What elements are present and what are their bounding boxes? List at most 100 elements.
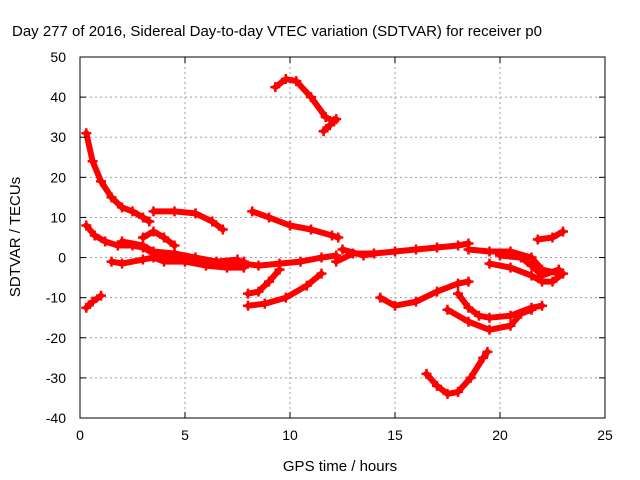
data-series-arc-13: [243, 264, 285, 299]
data-point-marker: [320, 112, 331, 123]
data-point-marker: [474, 310, 484, 321]
grid: [80, 57, 605, 418]
data-point-marker: [211, 256, 222, 267]
data-point-marker: [495, 250, 505, 261]
y-axis-label: SDTVAR / TECUs: [7, 177, 24, 297]
x-axis-label: GPS time / hours: [283, 458, 397, 475]
y-axis-ticks: 50 40 30 20 10 0 -10 -20 -30 -40: [46, 49, 605, 426]
plot-border: [79, 56, 606, 419]
data-point-marker: [465, 372, 476, 383]
data-point-marker: [421, 368, 432, 379]
data-point-marker: [259, 298, 270, 309]
data-point-marker: [390, 300, 400, 311]
data-point-marker: [526, 270, 537, 281]
x-tick-label: 0: [76, 427, 84, 443]
data-point-marker: [432, 286, 442, 297]
data-point-marker: [463, 276, 474, 287]
data-point-marker: [117, 202, 127, 213]
data-point-marker: [411, 296, 421, 307]
y-tick-label: 10: [50, 209, 66, 225]
x-tick-label: 20: [492, 427, 508, 443]
x-axis-ticks: 0 5 10 15 20 25: [76, 57, 613, 443]
data-point-marker: [253, 286, 264, 297]
data-point-marker: [316, 252, 327, 263]
data-point-marker: [333, 232, 344, 243]
plot-frame: [79, 56, 606, 419]
data-point-marker: [558, 226, 568, 237]
data-point-marker: [280, 74, 291, 85]
data-series-arc-24: [421, 346, 493, 399]
data-point-marker: [190, 252, 201, 263]
data-point-marker: [138, 232, 148, 243]
data-series-arc-23: [442, 304, 537, 335]
data-point-marker: [306, 92, 316, 103]
data-point-marker: [453, 386, 463, 397]
data-point-marker: [463, 302, 474, 313]
data-point-marker: [190, 208, 201, 219]
data-point-marker: [117, 258, 127, 269]
data-point-marker: [243, 288, 253, 299]
data-point-marker: [291, 76, 302, 87]
data-point-marker: [463, 316, 474, 327]
data-series-arc-17: [375, 276, 474, 311]
data-point-marker: [144, 216, 155, 227]
data-series-arc-11: [270, 74, 340, 127]
data-point-marker: [375, 292, 386, 303]
data-point-marker: [87, 296, 98, 307]
y-tick-label: 30: [50, 129, 66, 145]
data-series-arc-16: [337, 244, 379, 261]
data-point-marker: [484, 312, 495, 323]
data-point-marker: [358, 250, 369, 261]
data-series-arc-8: [81, 290, 106, 313]
data-series-arc-14: [243, 268, 327, 311]
data-point-marker: [96, 176, 106, 187]
data-point-marker: [274, 264, 285, 275]
data-point-marker: [526, 304, 537, 315]
data-point-marker: [148, 246, 159, 257]
data-point-marker: [207, 216, 218, 227]
data-point-marker: [484, 258, 495, 269]
data-point-marker: [81, 220, 92, 231]
data-point-marker: [432, 242, 442, 253]
data-point-marker: [505, 310, 516, 321]
data-point-marker: [558, 268, 568, 279]
data-point-marker: [318, 126, 329, 137]
data-point-marker: [532, 234, 543, 245]
data-series-arc-20: [484, 258, 568, 287]
data-point-marker: [106, 256, 117, 267]
data-point-marker: [169, 240, 180, 251]
data-point-marker: [295, 256, 306, 267]
data-point-marker: [232, 254, 243, 265]
data-point-marker: [327, 230, 337, 241]
data-series-arc-21: [532, 226, 568, 245]
x-tick-label: 25: [597, 427, 613, 443]
data-point-marker: [247, 206, 258, 217]
data-point-marker: [526, 260, 537, 271]
data-point-marker: [537, 276, 547, 287]
data-point-marker: [331, 114, 342, 125]
data-point-marker: [222, 262, 232, 273]
data-point-marker: [390, 246, 400, 257]
data-point-marker: [482, 346, 493, 357]
data-series-arc-19: [495, 250, 564, 281]
data-point-marker: [337, 244, 348, 255]
data-point-marker: [537, 300, 547, 311]
data-point-marker: [324, 120, 335, 131]
data-point-marker: [463, 244, 474, 255]
data-point-marker: [81, 128, 92, 139]
data-point-marker: [331, 256, 342, 267]
y-tick-label: 0: [58, 250, 66, 266]
y-tick-label: 40: [50, 89, 66, 105]
data-point-marker: [217, 224, 228, 235]
data-point-marker: [148, 206, 159, 217]
series-band: [249, 208, 342, 241]
data-point-marker: [280, 292, 291, 303]
x-tick-label: 5: [181, 427, 189, 443]
data-point-marker: [484, 246, 495, 257]
data-point-marker: [484, 324, 495, 335]
data-series-arc-10: [247, 206, 344, 243]
data-point-marker: [87, 156, 98, 167]
data-point-marker: [138, 254, 148, 265]
data-point-marker: [117, 236, 127, 247]
data-point-marker: [505, 262, 516, 273]
